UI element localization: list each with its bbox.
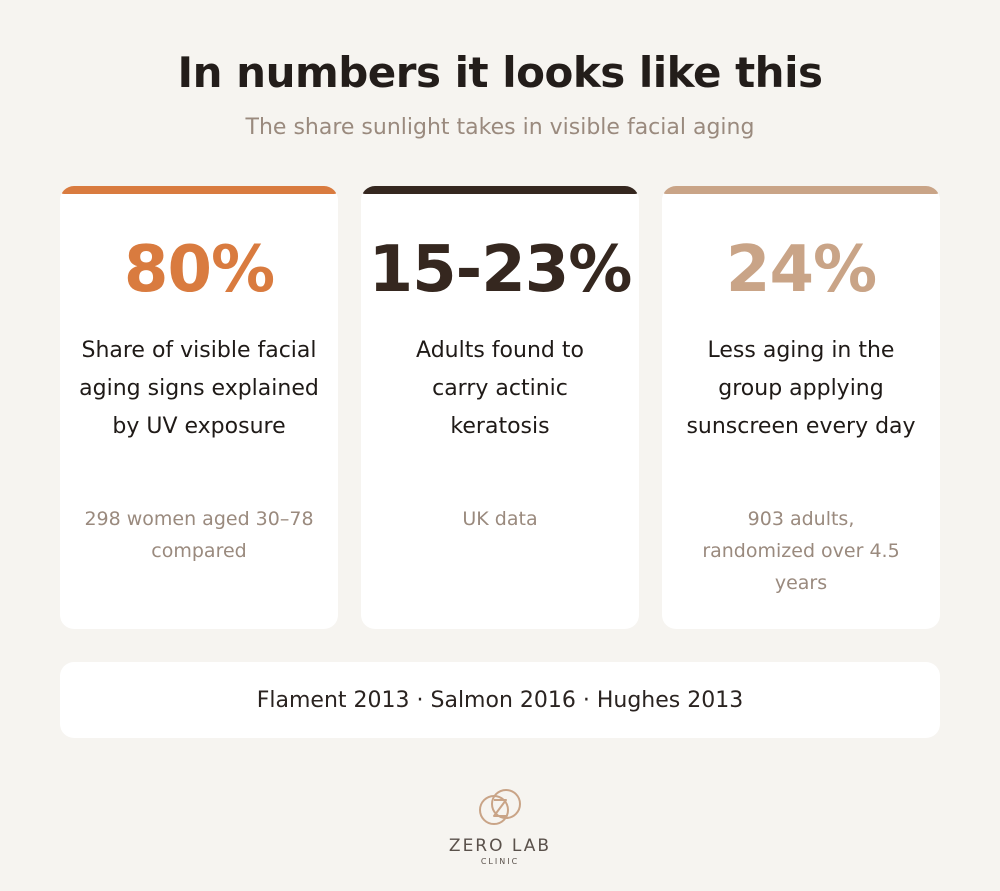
stat-note: 298 women aged 30–78 compared (84, 508, 314, 562)
stat-card-sunscreen: 24% Less aging in the group applying sun… (662, 186, 940, 629)
stat-value: 15-23% (368, 233, 633, 307)
stat-description: Share of visible facial aging signs expl… (79, 338, 319, 439)
stat-value: 24% (725, 233, 877, 307)
stat-card-keratosis: 15-23% Adults found to carry actinic ker… (361, 186, 639, 629)
page-subtitle: The share sunlight takes in visible faci… (245, 115, 755, 140)
card-accent-bar (662, 186, 940, 194)
stat-note: UK data (462, 508, 538, 530)
page-title: In numbers it looks like this (177, 48, 823, 97)
card-accent-bar (60, 186, 338, 194)
stat-note: 903 adults, randomized over 4.5 years (702, 508, 900, 594)
zero-lab-logo-icon (479, 789, 521, 825)
stat-value: 80% (123, 233, 275, 307)
sources-footer: Flament 2013 · Salmon 2016 · Hughes 2013 (60, 662, 940, 738)
stat-card-uv: 80% Share of visible facial aging signs … (60, 186, 338, 629)
card-accent-bar (361, 186, 639, 194)
stat-description: Less aging in the group applying sunscre… (686, 338, 916, 439)
brand-name: ZERO LAB (448, 836, 552, 856)
brand-tagline: CLINIC (480, 857, 520, 866)
stat-description: Adults found to carry actinic keratosis (416, 338, 584, 439)
brand-logo: ZERO LAB CLINIC (0, 786, 1000, 866)
